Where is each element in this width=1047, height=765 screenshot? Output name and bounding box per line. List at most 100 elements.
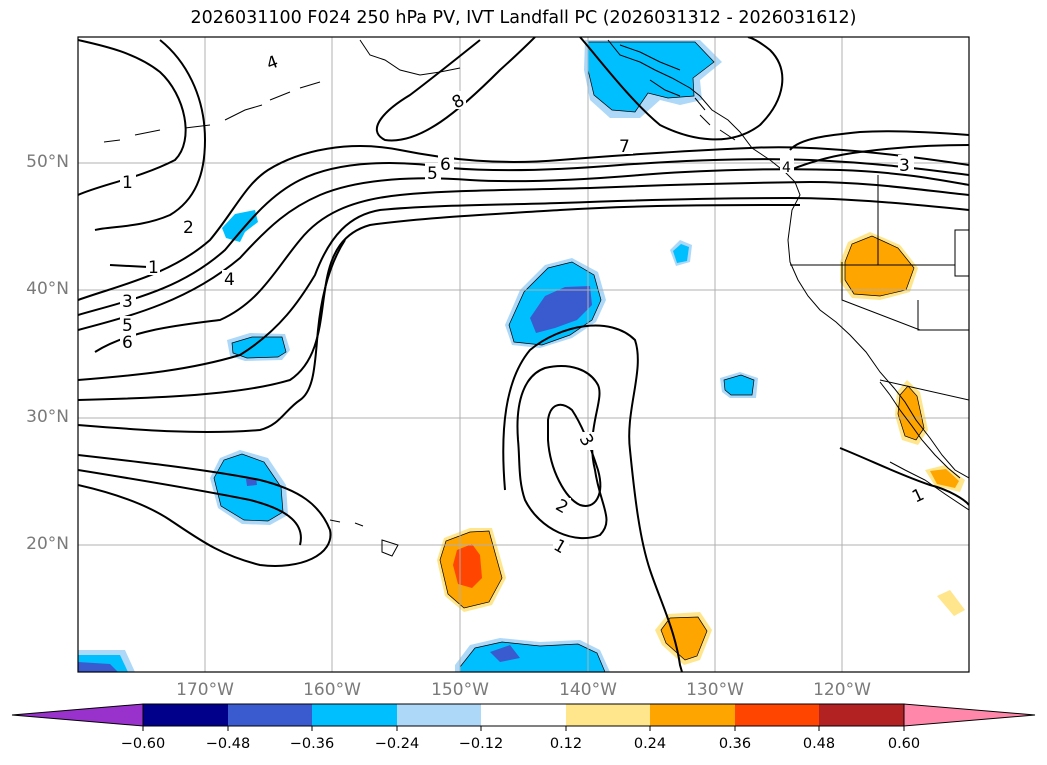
colorbar-segment <box>735 704 819 726</box>
contour-label: 6 <box>122 333 133 353</box>
lon-label-130w: 130°W <box>686 680 744 700</box>
contour-label: 5 <box>122 316 133 336</box>
coast-mexico-south <box>889 461 969 511</box>
contour-center-2 <box>516 364 608 540</box>
contour-3 <box>78 145 969 301</box>
contour-label: 5 <box>427 164 438 184</box>
contour-lower-2 <box>78 454 332 567</box>
colorbar-segment <box>819 704 904 726</box>
contour-label: 2 <box>183 218 194 238</box>
contour-southeast <box>839 447 969 506</box>
outline-bottom <box>459 641 606 672</box>
lat-label-40n: 40°N <box>26 279 69 299</box>
colorbar-above-triangle <box>903 703 1036 727</box>
colorbar-frame <box>142 703 905 727</box>
colorbar-below-triangle <box>11 703 144 727</box>
contour-7 <box>78 204 801 401</box>
contour-7-alaska <box>579 37 784 141</box>
colorbar-segment <box>566 704 650 726</box>
contour-tip <box>109 264 149 268</box>
colorbar-segment <box>228 704 312 726</box>
coastlines <box>103 39 969 557</box>
outline-40n-orange <box>844 235 915 297</box>
contour-label: 3 <box>899 156 910 176</box>
colorbar-segment <box>397 704 481 726</box>
shade-orange-12n-inner <box>661 617 707 660</box>
contour-6-b <box>78 196 969 381</box>
outline-alaska <box>587 41 715 113</box>
lat-label-30n: 30°N <box>26 407 69 427</box>
contour-label: 3 <box>122 292 133 312</box>
shading-outlines <box>213 41 925 672</box>
hawaii <box>329 519 399 557</box>
coast-baja <box>879 381 961 479</box>
lon-label-170w: 170°W <box>176 680 234 700</box>
colorbar-segment <box>143 704 228 726</box>
coast-aleutians <box>103 81 321 143</box>
shade-alaska-inner <box>588 42 714 112</box>
contour-east-2 <box>789 144 969 171</box>
outline-18n <box>439 530 503 609</box>
contour-lower-3 <box>78 469 302 546</box>
colorbar-tick-label: −0.36 <box>289 736 335 752</box>
pv-contours <box>78 37 969 672</box>
colorbar-segment <box>481 704 566 726</box>
contour-6 <box>94 180 969 353</box>
colorbar-tick-label: 0.60 <box>887 736 921 752</box>
contour-label: 4 <box>782 160 791 176</box>
state-borders <box>790 175 969 401</box>
map-title: 2026031100 F024 250 hPa PV, IVT Landfall… <box>190 8 857 28</box>
contour-label: 6 <box>440 155 451 175</box>
colorbar-segment <box>650 704 735 726</box>
shade-blue-left-core <box>78 662 118 672</box>
colorbar <box>11 703 1036 731</box>
contour-east-1 <box>789 130 969 151</box>
shade-orange-23n-inner <box>930 469 959 488</box>
contour-2-west <box>94 39 207 231</box>
shade-blue-43n-inner <box>673 244 689 263</box>
colorbar-tick-label: −0.48 <box>205 736 251 752</box>
shade-blue-38n-core <box>530 286 592 333</box>
colorbar-tick-label: 0.24 <box>633 736 667 752</box>
contour-label: 1 <box>122 173 133 193</box>
colorbar-tick-label: 0.12 <box>549 736 583 752</box>
plot-frame <box>77 36 970 673</box>
shade-blue-bottom-inner <box>460 642 605 672</box>
coast-alaska-islands <box>619 44 736 141</box>
contour-center-1 <box>502 324 683 672</box>
contour-label: 4 <box>224 270 235 290</box>
contour-labels: 1 2 3 4 5 6 7 8 1 3 4 5 6 1 <box>120 52 927 558</box>
lon-label-160w: 160°W <box>303 680 361 700</box>
shade-orange-40n-inner <box>845 236 914 296</box>
plot-background <box>78 37 969 672</box>
outline-35n <box>231 336 287 359</box>
colorbar-tick-label: −0.24 <box>374 736 420 752</box>
outline-25n <box>213 453 284 522</box>
shade-blue-45n <box>222 210 258 242</box>
shade-blue-25n-core <box>246 478 257 486</box>
contour-lower-1 <box>78 239 346 434</box>
colorbar-tick-label: −0.60 <box>120 736 166 752</box>
contour-label: 7 <box>619 137 630 157</box>
lon-label-120w: 120°W <box>813 680 871 700</box>
lat-label-50n: 50°N <box>26 152 69 172</box>
colorbar-tick-label: 0.36 <box>718 736 752 752</box>
lon-label-150w: 150°W <box>431 680 489 700</box>
colorbar-segment <box>312 704 397 726</box>
outline-32n <box>723 374 755 396</box>
shade-blue-32n-inner <box>724 375 754 395</box>
shade-blue-35n-inner <box>232 337 286 358</box>
contour-8 <box>376 37 536 142</box>
shade-yellow-15n <box>937 590 965 616</box>
coast-north-america <box>607 39 969 479</box>
shade-blue-bottom-core <box>490 645 520 662</box>
outline-38n <box>508 261 602 346</box>
contour-4 <box>78 158 969 316</box>
lon-label-140w: 140°W <box>559 680 617 700</box>
lat-label-20n: 20°N <box>26 534 69 554</box>
contour-5 <box>78 168 969 331</box>
contour-center-3 <box>547 403 602 507</box>
contour-label: 1 <box>148 258 159 278</box>
colorbar-ticks <box>142 726 905 731</box>
